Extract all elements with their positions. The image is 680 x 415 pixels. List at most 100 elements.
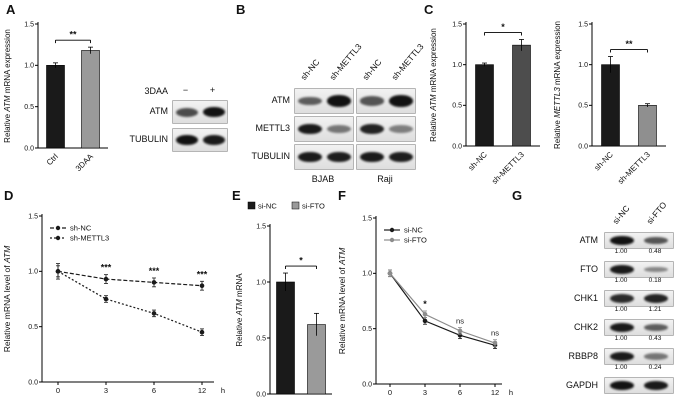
legend-swatch <box>247 201 256 210</box>
y-tick-label: 1.0 <box>362 271 372 278</box>
blot-band <box>388 151 413 163</box>
y-tick-label: 1.5 <box>28 213 38 220</box>
annotation-ns: ns <box>456 317 464 326</box>
y-tick-label: 1.5 <box>256 223 266 230</box>
panel-e-letter: E <box>232 188 241 203</box>
data-point-si-FTO <box>387 271 393 276</box>
legend-label: si-NC <box>258 202 277 211</box>
blot-band <box>644 380 668 391</box>
series-line-sh-NC <box>57 270 203 287</box>
panel-f-line-chart: 0.0 0.5 1.0 1.5 Relative mRNA level of ATM 0 3… <box>337 215 513 397</box>
blot-band <box>388 95 413 107</box>
y-tick-label: 1.5 <box>578 21 588 28</box>
legend-marker <box>55 225 61 231</box>
blot-box <box>356 116 416 142</box>
blot-band <box>610 264 634 275</box>
blot-band <box>297 96 322 106</box>
bar-si-NC <box>276 281 295 395</box>
x-tick-label: 3 <box>423 388 427 397</box>
panel-d-letter: D <box>4 188 14 203</box>
blot-box <box>604 319 674 336</box>
blot-band <box>644 266 668 273</box>
data-point-sh-METTL3 <box>199 329 205 335</box>
x-tick-label: 0 <box>56 386 60 395</box>
y-axis-label: Relative ATM mRNA expression <box>3 29 12 143</box>
y-tick-label: 0.5 <box>578 103 588 110</box>
blot-box <box>294 144 354 170</box>
legend-marker <box>55 235 61 241</box>
blot-lane-label: sh-NC <box>297 57 321 82</box>
y-tick-label: 0.5 <box>452 103 462 110</box>
legend-label: si-NC <box>404 226 423 235</box>
x-tick-label: 3 <box>104 386 108 395</box>
panel-c-mettl3-bar-chart: 0.0 0.5 1.0 1.5 Relative METTL3 mRNA express… <box>553 21 666 186</box>
y-tick-label: 0.5 <box>28 324 38 331</box>
y-tick-label: 1.0 <box>256 279 266 286</box>
y-tick-label: 1.5 <box>24 21 34 28</box>
data-point-sh-NC <box>103 276 109 282</box>
blot-lane-symbol: − <box>182 85 189 95</box>
blot-lane-symbol: + <box>209 85 216 95</box>
blot-row-label: FTO <box>580 264 598 274</box>
data-point-si-FTO <box>457 328 463 334</box>
band-quantification: 1.21 <box>648 306 662 313</box>
sig-label: * <box>299 256 303 266</box>
panel-f-letter: F <box>338 188 346 203</box>
bar-Ctrl <box>46 65 65 149</box>
y-tick-label: 1.0 <box>24 63 34 70</box>
y-tick-label: 0.0 <box>28 379 38 386</box>
band-quantification: 1.00 <box>614 306 628 313</box>
panel-e-bar-chart: 0.0 0.5 1.0 1.5 Relative ATM mRNA * si-NC si-FT… <box>235 201 332 398</box>
sig-label: ** <box>625 39 633 49</box>
y-tick-label: 0.0 <box>362 381 372 388</box>
blot-band <box>610 351 634 362</box>
blot-box <box>294 88 354 114</box>
data-point-si-FTO <box>422 311 428 317</box>
blot-row-label: RBBP8 <box>568 351 598 361</box>
panel-c-atm-bar-chart: 0.0 0.5 1.0 1.5 Relative ATM mRNA expression… <box>429 21 540 186</box>
panel-c-letter: C <box>424 2 434 17</box>
annotation-ns: ns <box>491 329 499 338</box>
annotation-***: *** <box>197 269 208 279</box>
series-line-sh-METTL3 <box>57 270 203 333</box>
blot-band <box>297 151 322 163</box>
blot-band <box>610 294 634 303</box>
blot-row-label: ATM <box>271 95 290 105</box>
bar-sh-METTL3 <box>512 44 531 147</box>
blot-box <box>604 232 674 249</box>
cell-line-label: Raji <box>377 174 393 184</box>
series-line-si-FTO <box>389 272 496 344</box>
band-quantification: 1.00 <box>614 364 628 371</box>
blot-band <box>326 125 351 133</box>
y-axis-label: Relative METTL3 mRNA expression <box>553 21 562 149</box>
data-point-sh-METTL3 <box>103 296 109 302</box>
y-tick-label: 1.0 <box>452 62 462 69</box>
blot-band <box>644 236 668 245</box>
data-point-sh-METTL3 <box>55 269 61 274</box>
category-label: sh-NC <box>467 150 490 173</box>
blot-lane-label: si-NC <box>610 203 632 226</box>
blot-band <box>388 125 413 133</box>
bar-sh-METTL3 <box>638 105 657 147</box>
blot-box <box>604 290 674 307</box>
blot-band <box>610 380 634 391</box>
y-tick-label: 0.0 <box>256 391 266 398</box>
y-tick-label: 1.0 <box>28 269 38 276</box>
blot-band <box>326 151 351 163</box>
y-tick-label: 0.0 <box>452 143 462 150</box>
blot-band <box>175 134 198 146</box>
sig-label: ** <box>69 30 77 40</box>
blot-row-label: GAPDH <box>565 380 598 390</box>
data-point-sh-NC <box>199 283 205 289</box>
bar-sh-NC <box>475 64 494 147</box>
blot-band <box>644 353 668 360</box>
y-tick-label: 0.0 <box>578 143 588 150</box>
blot-box <box>356 144 416 170</box>
blot-band <box>359 123 384 135</box>
blot-box <box>172 128 228 152</box>
x-unit-label: h <box>509 388 513 397</box>
panel-a-western-blot: 3DAA − + ATM TUBULIN <box>126 84 230 176</box>
y-axis-label: Relative mRNA level of ATM <box>337 247 347 355</box>
band-quantification: 0.48 <box>648 248 662 255</box>
blot-treatment-label: 3DAA <box>144 86 168 96</box>
